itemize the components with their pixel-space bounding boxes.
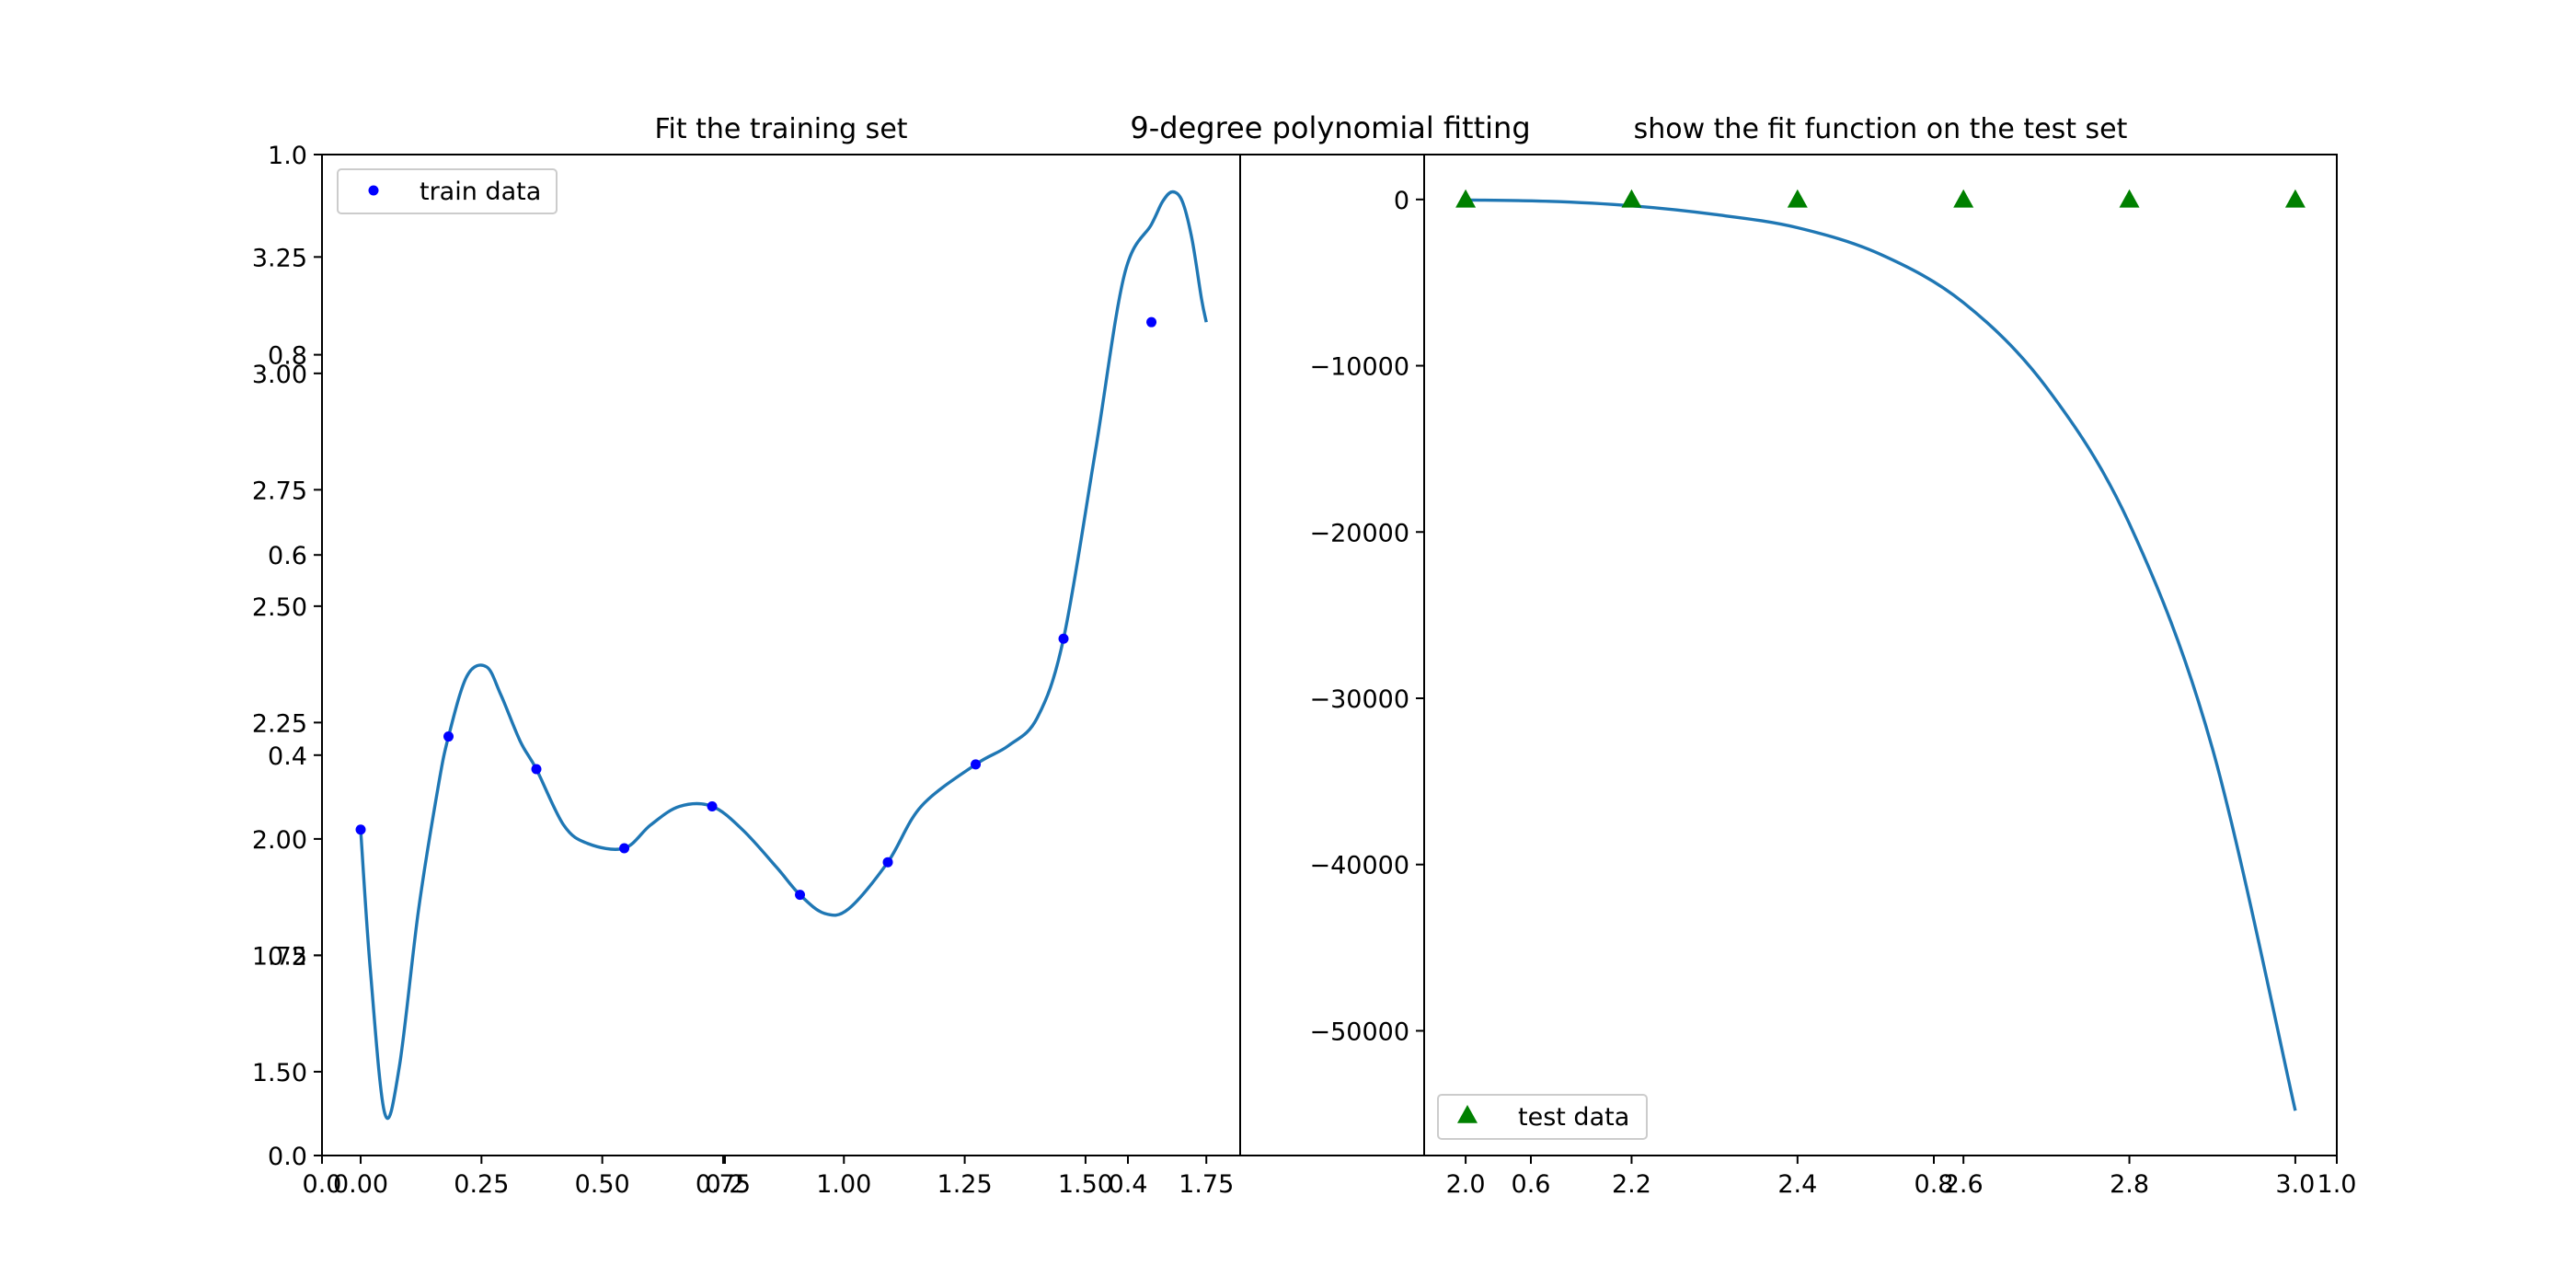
- x-tick-label: 1.50: [1058, 1170, 1113, 1199]
- x-tick-label: 0.50: [575, 1170, 630, 1199]
- test-data-point: [1787, 189, 1808, 208]
- test-legend-label: test data: [1518, 1103, 1629, 1132]
- figure-suptitle: 9-degree polynomial fitting: [1130, 110, 1530, 145]
- x-tick-label: 2.2: [1612, 1170, 1651, 1199]
- test-data-point: [2284, 189, 2306, 208]
- x-tick-label: 1.00: [816, 1170, 871, 1199]
- outer-y-tick-label: 0.8: [268, 342, 307, 371]
- train-data-point: [531, 764, 542, 775]
- outer-x-tick-label: 0.8: [1915, 1170, 1954, 1199]
- outer-y-tick-label: 0.4: [268, 742, 307, 771]
- train-data-point: [882, 857, 893, 868]
- x-tick-label: 1.25: [937, 1170, 993, 1199]
- outer-y-tick-label: 0.6: [268, 542, 307, 570]
- y-tick-label: −30000: [1309, 685, 1409, 714]
- outer-y-tick-label: 1.0: [268, 142, 307, 170]
- y-tick-label: −10000: [1309, 353, 1409, 382]
- test-legend: test data: [1437, 1094, 1648, 1140]
- train-data-point: [443, 731, 454, 742]
- train-legend: train data: [337, 168, 558, 214]
- test-plot-area: [1424, 155, 2337, 1156]
- y-tick-label: −20000: [1309, 519, 1409, 547]
- outer-axis: 0.0 0.2 0.4 0.6 0.8 1.0 0.0 0.2 0.4 0.6 0.8 1.0: [268, 142, 2356, 1199]
- y-tick-label: 2.50: [252, 593, 307, 622]
- x-tick-label: 0.75: [696, 1170, 751, 1199]
- test-legend-marker: [1457, 1105, 1478, 1123]
- y-tick-label: 3.25: [252, 244, 307, 272]
- y-tick-label: −50000: [1309, 1018, 1409, 1046]
- train-subplot: 0.00 0.25 0.50 0.75 1.00 1.25 1.50 1.75 1.50 1.75…: [252, 113, 1240, 1199]
- train-legend-label: train data: [420, 178, 541, 206]
- test-subplot-title: show the fit function on the test set: [1634, 113, 2128, 145]
- x-tick-label: 2.4: [1777, 1170, 1817, 1199]
- outer-x-tick-label: 0.6: [1512, 1170, 1551, 1199]
- test-axis-ticks: 2.0 2.2 2.4 2.6 2.8 3.0 0 −10000 −20000 −30000 −40…: [1309, 187, 2315, 1199]
- train-fit-curve: [359, 190, 1208, 1121]
- y-tick-label: 2.25: [252, 709, 307, 738]
- test-data-point: [1953, 189, 1974, 208]
- outer-y-tick-label: 0.2: [268, 942, 307, 971]
- test-subplot: 2.0 2.2 2.4 2.6 2.8 3.0 0 −10000 −20000 −30000 −40…: [1309, 113, 2337, 1199]
- outer-x-tick-label: 1.0: [2317, 1170, 2357, 1199]
- outer-y-tick-label: 0.0: [268, 1143, 307, 1171]
- train-plot-area: [322, 155, 1240, 1156]
- x-tick-label: 1.75: [1179, 1170, 1234, 1199]
- train-data-point: [707, 800, 718, 811]
- train-data-points: [355, 316, 1157, 901]
- y-tick-label: −40000: [1309, 852, 1409, 880]
- train-axis-ticks: 0.00 0.25 0.50 0.75 1.00 1.25 1.50 1.75 1.50 1.75…: [252, 244, 1234, 1199]
- train-data-point: [1146, 316, 1157, 328]
- y-tick-label: 1.75: [252, 942, 307, 971]
- test-legend-box: [1437, 1094, 1648, 1140]
- x-tick-label: 2.0: [1446, 1170, 1486, 1199]
- outer-x-tick-label: 0.4: [1109, 1170, 1148, 1199]
- outer-x-tick-label: 0.0: [303, 1170, 342, 1199]
- test-data-point: [2119, 189, 2140, 208]
- x-tick-label: 0.25: [454, 1170, 509, 1199]
- x-tick-label: 2.8: [2110, 1170, 2149, 1199]
- test-data-point: [1621, 189, 1642, 208]
- y-tick-label: 2.00: [252, 826, 307, 855]
- y-tick-label: 2.75: [252, 477, 307, 505]
- x-tick-label: 2.6: [1944, 1170, 1984, 1199]
- x-tick-label: 3.0: [2275, 1170, 2315, 1199]
- train-legend-box: [337, 168, 558, 214]
- train-legend-marker: [368, 185, 379, 196]
- train-subplot-title: Fit the training set: [654, 113, 907, 145]
- y-tick-label: 0: [1394, 187, 1409, 215]
- train-data-point: [355, 824, 366, 835]
- x-tick-label: 0.00: [333, 1170, 388, 1199]
- train-data-point: [795, 890, 806, 901]
- outer-x-tick-label: 0.2: [706, 1170, 745, 1199]
- train-data-point: [1058, 633, 1069, 644]
- y-tick-label: 1.50: [252, 1059, 307, 1087]
- test-data-point: [1455, 189, 1477, 208]
- train-data-point: [971, 759, 982, 770]
- y-tick-label: 3.00: [252, 361, 307, 389]
- train-data-point: [619, 843, 630, 854]
- test-data-points: [1455, 189, 2306, 208]
